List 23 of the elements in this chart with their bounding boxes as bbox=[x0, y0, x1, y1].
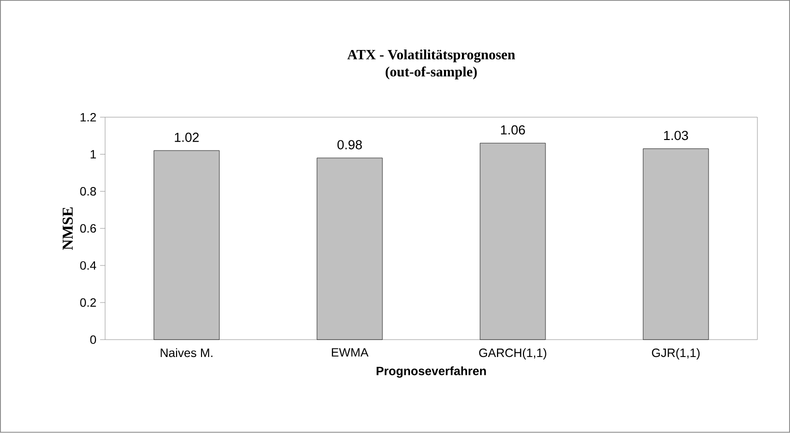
data-label: 1.02 bbox=[174, 132, 199, 142]
y-tick-label: 0.6 bbox=[80, 224, 96, 233]
y-tick-label: 0.8 bbox=[80, 187, 96, 196]
y-tick-label: 0.2 bbox=[80, 298, 96, 307]
bar bbox=[480, 143, 546, 340]
bar bbox=[154, 150, 220, 340]
y-tick-label: 1 bbox=[90, 150, 96, 159]
x-tick-label: Naives M. bbox=[160, 348, 212, 358]
y-tick-label: 0.4 bbox=[80, 261, 96, 270]
data-label: 0.98 bbox=[337, 140, 362, 150]
y-tick-label: 0 bbox=[90, 336, 96, 344]
x-tick-label: GARCH(1,1) bbox=[479, 348, 546, 360]
y-axis-title: NMSE bbox=[62, 208, 73, 250]
bar bbox=[316, 158, 383, 340]
chart-title: ATX - Volatilitätsprognosen bbox=[347, 50, 516, 63]
bar bbox=[642, 148, 709, 340]
data-label: 1.03 bbox=[664, 130, 688, 140]
x-axis-title: Prognoseverfahren bbox=[376, 366, 486, 378]
chart-subtitle: (out-of-sample) bbox=[386, 66, 477, 80]
x-tick-label: GJR(1,1) bbox=[652, 348, 700, 360]
data-label: 1.06 bbox=[501, 125, 525, 135]
x-tick-label: EWMA bbox=[332, 348, 368, 357]
y-tick-label: 1.2 bbox=[80, 113, 96, 122]
